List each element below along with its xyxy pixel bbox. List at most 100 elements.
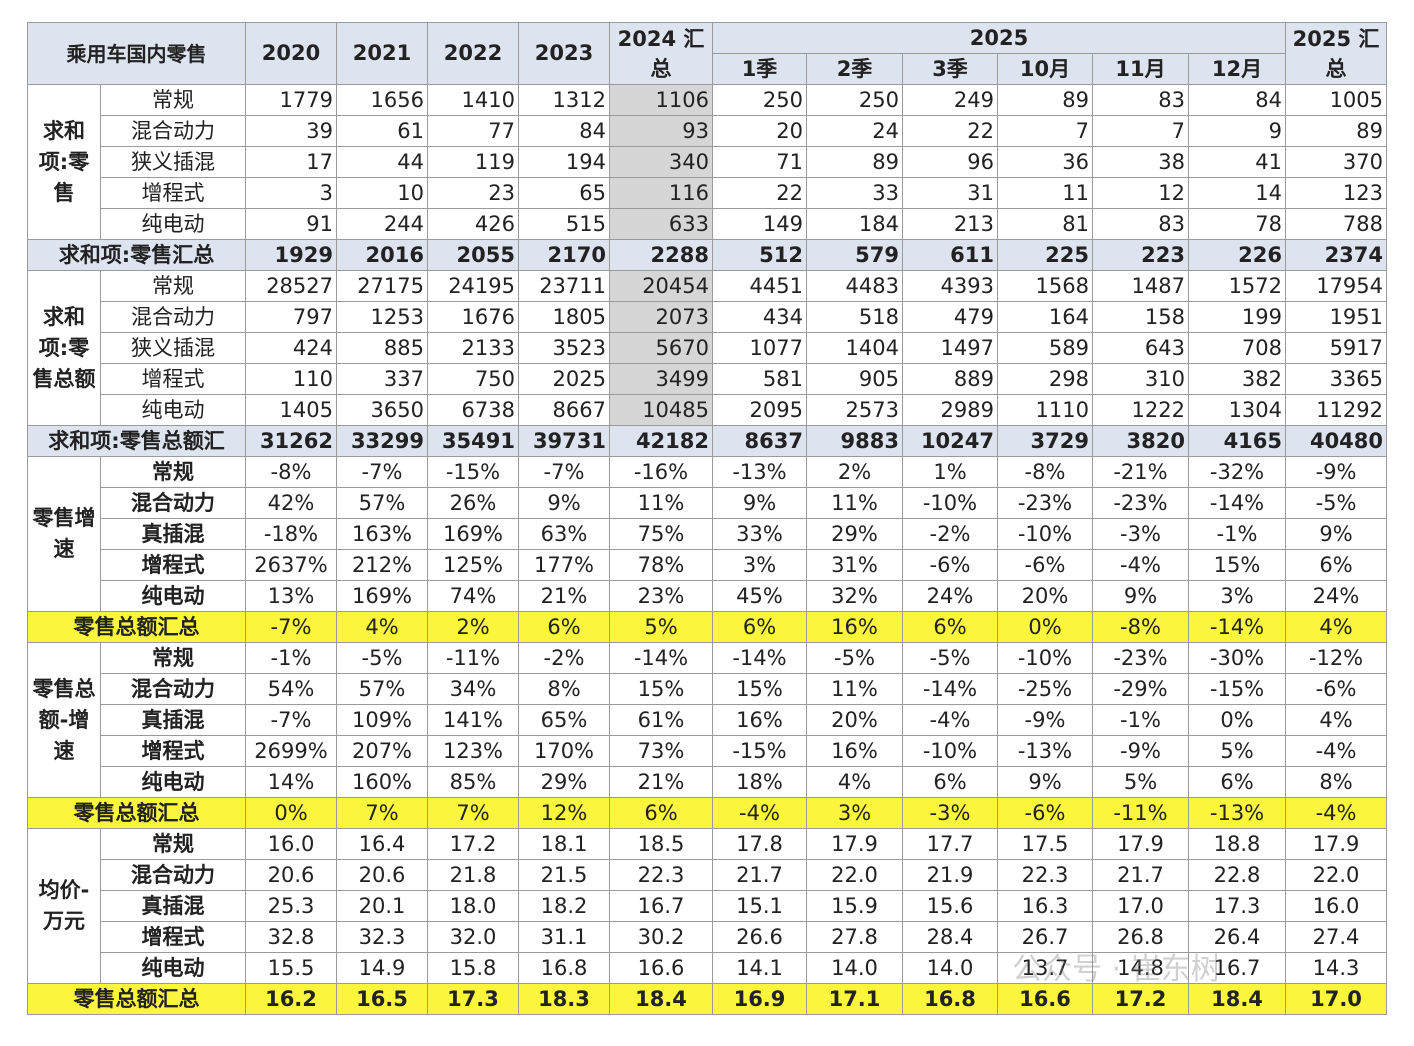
cell: 21.7 [1092,859,1189,891]
data-row: 狭义插混 17 44 119 194 340 71 89 96 36 38 41 370 [28,146,1388,178]
cell: 1951 [1285,301,1388,333]
cell: -23% [1092,642,1189,674]
cell: 4483 [806,270,903,302]
corner-header: 乘用车国内零售 [27,22,246,85]
total-cell: 2288 [609,239,713,271]
cell: 61 [336,115,428,147]
cell: 3% [712,549,807,581]
total-cell: 5% [609,611,713,643]
cell: 13% [245,580,337,612]
cell: 44 [336,146,428,178]
cell: 337 [336,363,428,395]
total-cell: 225 [997,239,1093,271]
cell: 2133 [427,332,519,364]
cell: 84 [518,115,610,147]
total-cell: 226 [1187,239,1287,271]
cell: -9% [1092,735,1189,767]
cell: 22.0 [1285,859,1388,891]
cell: 11% [806,487,903,519]
cell: 5% [1092,766,1189,798]
cell: 31% [806,549,903,581]
cell: 1487 [1092,270,1189,302]
cell: 41 [1187,146,1287,178]
cell: 6738 [427,394,519,426]
sales-table: 乘用车国内零售 2020 2021 2022 2023 2024 汇总 2025 2025 汇… [27,22,1388,1015]
cell: -1% [1092,704,1189,736]
total-cell: 18.4 [1187,983,1287,1015]
data-row: 混合动力 54% 57% 34% 8% 15% 15% 11% -14% -25% -29% -15%… [28,673,1388,705]
data-row: 纯电动 15.5 14.9 15.8 16.8 16.6 14.1 14.0 14.0 13.7 1… [28,952,1388,984]
cell: 169% [336,580,428,612]
cell: 17.9 [1092,828,1189,860]
cell: 16.3 [997,890,1093,922]
data-row: 混合动力 797 1253 1676 1805 2073 434 518 479 164 158 19… [28,301,1388,333]
cell: -9% [997,704,1093,736]
cell: 110 [245,363,337,395]
cell: 15% [609,673,713,705]
total-label: 零售总额汇总 [27,983,246,1015]
cell: 18.1 [518,828,610,860]
total-cell: 579 [806,239,903,271]
cell: 518 [806,301,903,333]
cell: 16% [712,704,807,736]
total-cell: 18.4 [609,983,713,1015]
cell: 20 [712,115,807,147]
cell: 213 [902,208,998,240]
total-cell: -4% [712,797,807,829]
data-row: 纯电动 14% 160% 85% 29% 21% 18% 4% 6% 9% 5% 6% 8% [28,766,1388,798]
row-label: 常规 [100,642,246,674]
cell: 16.4 [336,828,428,860]
cell: -18% [245,518,337,550]
cell: 17.5 [997,828,1093,860]
row-label: 混合动力 [100,487,246,519]
cell: 10485 [609,394,713,426]
cell: 16.7 [1187,952,1287,984]
cell: 21.5 [518,859,610,891]
cell: 123% [427,735,519,767]
cell: 424 [245,332,337,364]
cell: 20% [806,704,903,736]
data-row: 纯电动 13% 169% 74% 21% 23% 45% 32% 24% 20% 9% 3% 24% [28,580,1388,612]
cell: 14.0 [902,952,998,984]
cell: -8% [997,456,1093,488]
period-header: 2季 [806,53,903,85]
cell: 84 [1187,84,1287,116]
cell: 20454 [609,270,713,302]
cell: 22.3 [609,859,713,891]
cell: -6% [997,549,1093,581]
cell: 28.4 [902,921,998,953]
cell: -14% [902,673,998,705]
row-label: 真插混 [100,890,246,922]
cell: 71 [712,146,807,178]
cell: 21% [518,580,610,612]
cell: 7 [1092,115,1189,147]
cell: -32% [1187,456,1287,488]
data-row: 混合动力 20.6 20.6 21.8 21.5 22.3 21.7 22.0 21.9 22.3… [28,859,1388,891]
cell: 370 [1285,146,1388,178]
cell: 18.8 [1187,828,1287,860]
cell: 22.8 [1187,859,1287,891]
cell: 83 [1092,84,1189,116]
total-cell: 3729 [997,425,1093,457]
data-row: 增程式 110 337 750 2025 3499 581 905 889 298 310 382 33… [28,363,1388,395]
row-label: 混合动力 [100,673,246,705]
row-label: 真插混 [100,704,246,736]
cell: -15% [427,456,519,488]
cell: 14.9 [336,952,428,984]
cell: 1568 [997,270,1093,302]
cell: 11 [997,177,1093,209]
cell: 244 [336,208,428,240]
cell: 89 [1285,115,1388,147]
total-cell: 17.1 [806,983,903,1015]
cell: 750 [427,363,519,395]
table-body: 求和项:零售 常规 1779 1656 1410 1312 1106 250 250 249 89 8… [27,84,1388,1015]
cell: 298 [997,363,1093,395]
cell: 14.0 [806,952,903,984]
cell: -6% [1285,673,1388,705]
year-header: 2022 [427,22,519,85]
cell: 26.7 [997,921,1093,953]
year-header: 2020 [245,22,337,85]
cell: 6% [1285,549,1388,581]
total-header: 2024 汇总 [609,22,713,85]
cell: 109% [336,704,428,736]
